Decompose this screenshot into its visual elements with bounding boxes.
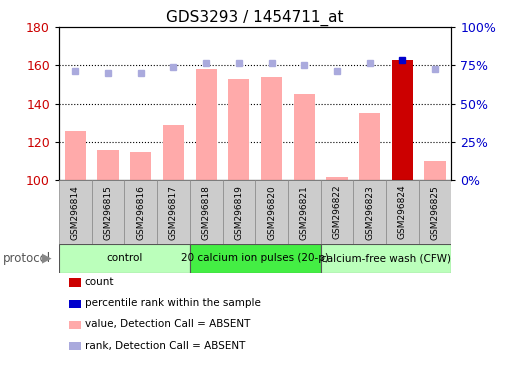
Text: GSM296822: GSM296822	[332, 185, 342, 240]
Bar	[288, 180, 321, 244]
Bar	[419, 180, 451, 244]
Bar	[353, 180, 386, 244]
Bar	[261, 77, 282, 180]
Bar	[392, 60, 413, 180]
Bar	[190, 244, 321, 273]
Text: 20 calcium ion pulses (20-p): 20 calcium ion pulses (20-p)	[181, 253, 329, 263]
Title: GDS3293 / 1454711_at: GDS3293 / 1454711_at	[166, 9, 344, 25]
Bar	[163, 125, 184, 180]
Bar	[386, 180, 419, 244]
Text: GSM296818: GSM296818	[202, 185, 211, 240]
Bar	[97, 150, 119, 180]
Text: GSM296825: GSM296825	[430, 185, 440, 240]
Text: protocol: protocol	[3, 252, 51, 265]
Text: calcium-free wash (CFW): calcium-free wash (CFW)	[321, 253, 451, 263]
Text: GSM296821: GSM296821	[300, 185, 309, 240]
Bar	[59, 180, 92, 244]
Bar	[195, 69, 217, 180]
Text: GSM296814: GSM296814	[71, 185, 80, 240]
Text: count: count	[85, 277, 114, 287]
Bar	[326, 177, 348, 180]
Bar	[255, 180, 288, 244]
Bar	[359, 113, 380, 180]
Bar	[65, 131, 86, 180]
Bar	[157, 180, 190, 244]
Bar	[59, 244, 190, 273]
Bar	[130, 152, 151, 180]
Text: GSM296819: GSM296819	[234, 185, 243, 240]
Bar	[321, 180, 353, 244]
Bar	[321, 244, 451, 273]
Bar	[190, 180, 223, 244]
Bar	[92, 180, 125, 244]
Text: control: control	[106, 253, 143, 263]
Bar	[124, 180, 157, 244]
Text: value, Detection Call = ABSENT: value, Detection Call = ABSENT	[85, 319, 250, 329]
Bar	[223, 180, 255, 244]
Text: GSM296817: GSM296817	[169, 185, 178, 240]
Text: GSM296815: GSM296815	[104, 185, 112, 240]
Text: rank, Detection Call = ABSENT: rank, Detection Call = ABSENT	[85, 341, 245, 351]
Text: GSM296820: GSM296820	[267, 185, 276, 240]
Text: ▶: ▶	[42, 252, 52, 265]
Text: GSM296816: GSM296816	[136, 185, 145, 240]
Text: GSM296824: GSM296824	[398, 185, 407, 240]
Bar	[293, 94, 315, 180]
Bar	[424, 161, 446, 180]
Bar	[228, 79, 249, 180]
Text: GSM296823: GSM296823	[365, 185, 374, 240]
Text: percentile rank within the sample: percentile rank within the sample	[85, 298, 261, 308]
